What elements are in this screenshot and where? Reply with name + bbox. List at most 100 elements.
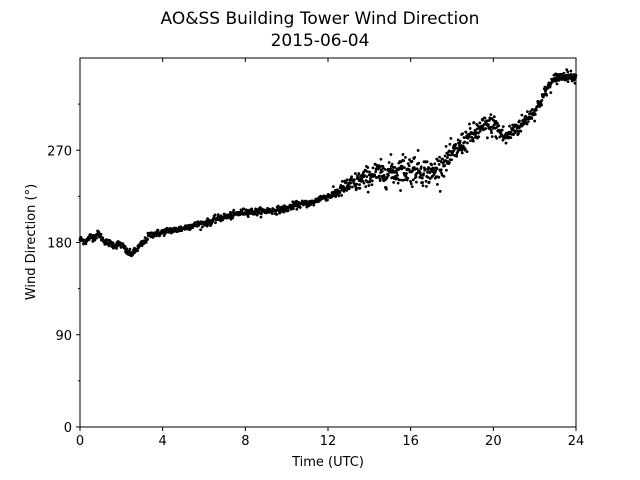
data-point xyxy=(399,189,402,192)
data-point xyxy=(496,121,499,125)
data-point xyxy=(377,174,381,178)
data-point xyxy=(362,174,366,177)
data-point xyxy=(231,216,235,220)
data-point xyxy=(458,139,462,143)
data-point xyxy=(525,122,529,126)
data-point xyxy=(355,182,359,186)
data-point xyxy=(408,158,411,162)
data-point xyxy=(418,171,422,174)
data-point xyxy=(395,171,399,175)
data-point xyxy=(146,237,149,241)
data-point xyxy=(454,143,458,146)
data-point xyxy=(468,127,472,130)
data-point xyxy=(555,82,559,86)
data-point xyxy=(422,172,426,176)
data-point xyxy=(338,191,342,195)
data-point xyxy=(365,170,369,173)
data-point xyxy=(352,178,356,182)
data-point xyxy=(413,156,417,159)
data-point xyxy=(509,130,513,134)
data-point xyxy=(200,225,204,229)
data-point xyxy=(565,68,569,72)
data-point xyxy=(529,110,532,113)
data-point xyxy=(492,123,496,127)
data-point xyxy=(462,136,466,139)
data-point xyxy=(477,135,481,139)
data-point xyxy=(423,167,427,171)
data-point xyxy=(354,185,358,189)
y-tick-label: 270 xyxy=(47,144,72,159)
data-point xyxy=(443,154,447,158)
data-point xyxy=(487,123,490,127)
data-point xyxy=(449,136,453,140)
data-point xyxy=(95,236,98,240)
data-point xyxy=(418,175,422,179)
data-point xyxy=(298,206,302,209)
data-point xyxy=(426,171,429,174)
data-point xyxy=(463,140,467,144)
data-point xyxy=(529,112,533,116)
data-point xyxy=(410,160,414,163)
data-point xyxy=(410,185,414,189)
data-point xyxy=(389,153,393,156)
data-point xyxy=(439,160,443,163)
data-point xyxy=(546,86,550,90)
data-point xyxy=(270,212,274,216)
data-point xyxy=(392,180,396,184)
x-tick-label: 0 xyxy=(76,434,84,449)
data-point xyxy=(435,167,439,171)
data-point xyxy=(370,172,373,176)
data-point xyxy=(326,198,329,202)
data-point xyxy=(516,129,520,133)
data-point xyxy=(424,179,428,183)
data-point xyxy=(242,207,246,211)
x-tick-label: 16 xyxy=(402,434,419,449)
data-point xyxy=(255,213,259,217)
data-point xyxy=(569,73,573,76)
data-point xyxy=(194,221,197,224)
data-point xyxy=(342,190,346,193)
data-point xyxy=(209,224,213,228)
data-point xyxy=(518,119,521,123)
data-point xyxy=(437,159,440,163)
data-point xyxy=(519,129,523,133)
data-point xyxy=(406,162,410,166)
data-point xyxy=(275,213,279,216)
data-point xyxy=(228,211,232,214)
data-point xyxy=(128,247,132,251)
data-point xyxy=(566,80,570,84)
data-point xyxy=(478,121,482,125)
data-point xyxy=(390,162,394,166)
data-point xyxy=(486,136,489,140)
x-axis-label: Time (UTC) xyxy=(291,455,364,470)
y-tick-label: 180 xyxy=(47,237,72,252)
data-point xyxy=(379,157,383,161)
data-point xyxy=(180,229,184,233)
data-point xyxy=(165,230,168,234)
data-point xyxy=(370,179,374,183)
data-point xyxy=(368,170,371,174)
data-point xyxy=(450,158,453,162)
data-point xyxy=(214,221,217,225)
data-point xyxy=(471,139,475,143)
data-point xyxy=(380,169,384,173)
data-point xyxy=(468,122,471,126)
data-point xyxy=(426,176,430,179)
data-point xyxy=(347,181,350,185)
data-point xyxy=(409,180,412,183)
data-point xyxy=(508,124,511,128)
data-point xyxy=(483,116,487,120)
data-point xyxy=(469,139,472,143)
x-tick-label: 12 xyxy=(320,434,337,449)
data-point xyxy=(357,172,361,175)
data-point xyxy=(406,176,410,180)
data-point xyxy=(566,70,570,74)
chart-title: AO&SS Building Tower Wind Direction xyxy=(161,9,480,29)
data-point xyxy=(501,138,505,142)
data-point xyxy=(485,119,489,123)
data-point xyxy=(531,108,534,112)
x-tick-label: 8 xyxy=(241,434,249,449)
data-point xyxy=(425,160,429,164)
data-point xyxy=(125,247,129,251)
data-point xyxy=(144,240,148,244)
